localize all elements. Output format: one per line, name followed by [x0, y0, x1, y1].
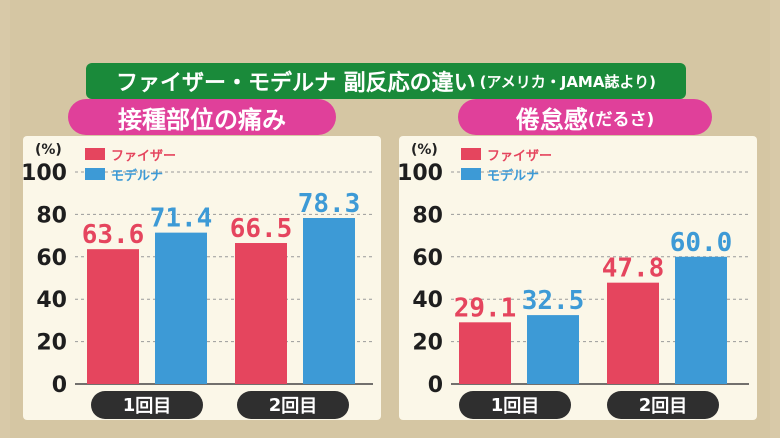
right-data-label: 32.5: [522, 286, 585, 316]
left-bar: [235, 243, 287, 384]
legend-item-pfizer: ファイザー: [461, 144, 552, 164]
left-category-1: 1 回目: [91, 391, 203, 419]
legend-swatch-moderna: [85, 168, 105, 180]
right-chart-title-text: 倦怠感: [515, 105, 588, 134]
right-chart-title-suffix: (だるさ): [587, 109, 655, 130]
right-category-1-num: 1: [490, 394, 504, 416]
left-bar: [87, 249, 139, 384]
left-y-tick-label: 40: [36, 288, 67, 313]
left-y-tick-label: 0: [52, 373, 67, 398]
right-y-tick-label: 100: [399, 161, 443, 186]
right-category-2-rest: 回目: [651, 396, 688, 417]
legend-swatch-moderna: [461, 168, 481, 180]
left-data-label: 66.5: [230, 214, 293, 244]
right-category-1: 1 回目: [459, 391, 571, 419]
right-y-tick-label: 80: [412, 203, 443, 228]
left-category-2-num: 2: [268, 394, 282, 416]
banner-source: (アメリカ・JAMA誌より): [479, 72, 657, 91]
right-bar: [527, 315, 579, 384]
right-y-tick-label: 60: [412, 246, 443, 271]
legend-item-moderna: モデルナ: [85, 164, 176, 184]
left-data-label: 71.4: [150, 204, 213, 234]
right-bar: [459, 322, 511, 384]
left-chart-svg: 0 20 40 60 80 100 63.671.4 66.578.3: [23, 161, 373, 398]
left-category-1-num: 1: [122, 394, 136, 416]
left-category-2-rest: 回目: [281, 396, 318, 417]
legend-item-moderna: モデルナ: [461, 164, 552, 184]
left-category-1-rest: 回目: [135, 396, 172, 417]
left-data-label: 63.6: [82, 220, 145, 250]
legend-label-moderna: モデルナ: [487, 168, 540, 184]
right-y-tick-label: 0: [428, 373, 443, 398]
left-y-unit: (%): [35, 142, 62, 158]
right-y-unit: (%): [411, 142, 438, 158]
legend-label-pfizer: ファイザー: [487, 148, 553, 164]
right-category-1-rest: 回目: [503, 396, 540, 417]
right-chart-panel: (%) 0 20 40 60 80 100 29.1 32.5 47.8 60.0 ファイザー モ…: [399, 136, 757, 420]
right-category-2-num: 2: [638, 394, 652, 416]
left-bar: [155, 232, 207, 384]
legend-label-pfizer: ファイザー: [111, 148, 177, 164]
right-legend: ファイザー モデルナ: [461, 144, 552, 184]
left-chart-panel: (%) 0 20 40 60 80 100 63.6 71.4 66.5 78.3 ファイザー モ…: [23, 136, 381, 420]
left-y-tick-label: 20: [36, 331, 67, 356]
right-category-2: 2 回目: [607, 391, 719, 419]
right-data-label: 47.8: [602, 254, 665, 284]
legend-swatch-pfizer: [461, 148, 481, 160]
left-bar: [303, 218, 355, 384]
left-y-tick-label: 100: [23, 161, 67, 186]
right-y-tick-label: 40: [412, 288, 443, 313]
right-data-label: 60.0: [670, 228, 733, 258]
left-y-tick-label: 80: [36, 203, 67, 228]
right-chart-svg: 0 20 40 60 80 100 29.1 32.5 47.860.0: [399, 161, 749, 398]
right-bar: [607, 282, 659, 384]
legend-swatch-pfizer: [85, 148, 105, 160]
title-banner: ファイザー・モデルナ 副反応の違い (アメリカ・JAMA誌より): [86, 63, 686, 99]
banner-title: ファイザー・モデルナ 副反応の違い: [115, 71, 476, 96]
left-y-tick-label: 60: [36, 246, 67, 271]
right-chart-title: 倦怠感 (だるさ): [458, 99, 712, 135]
left-chart-title-text: 接種部位の痛み: [118, 105, 286, 134]
legend-item-pfizer: ファイザー: [85, 144, 176, 164]
left-chart-title: 接種部位の痛み: [68, 99, 336, 135]
left-legend: ファイザー モデルナ: [85, 144, 176, 184]
right-data-label: 29.1: [454, 293, 517, 323]
right-bar: [675, 256, 727, 384]
right-y-tick-label: 20: [412, 331, 443, 356]
legend-label-moderna: モデルナ: [111, 168, 164, 184]
left-data-label: 78.3: [298, 189, 361, 219]
left-category-2: 2 回目: [237, 391, 349, 419]
